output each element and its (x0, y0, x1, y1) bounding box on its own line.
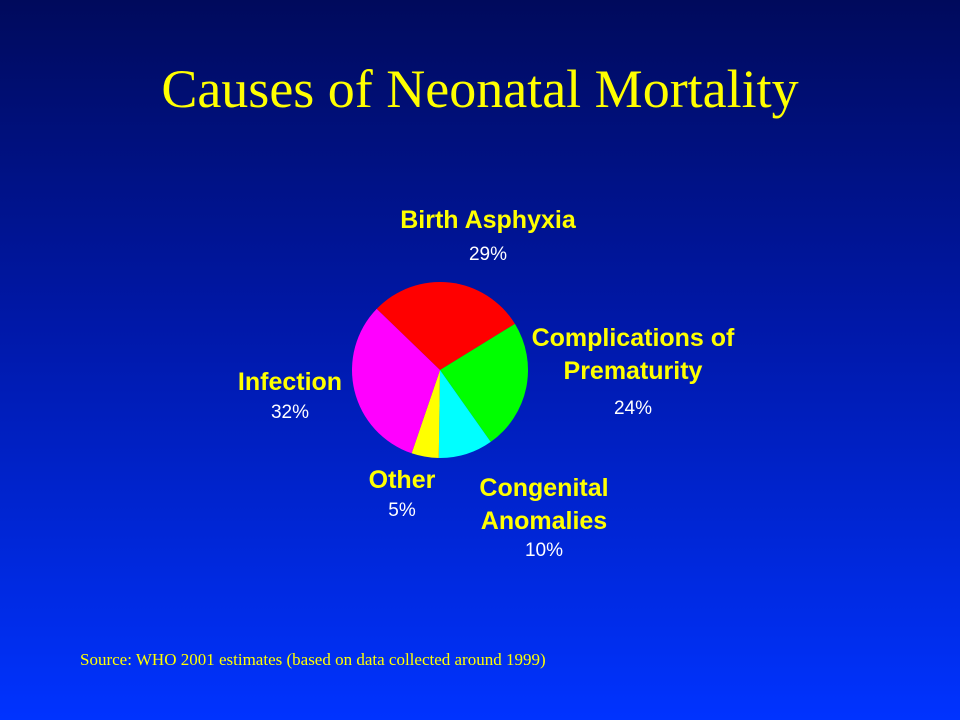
category-label: Infection (237, 368, 343, 396)
category-label: Other (368, 466, 436, 494)
value-label: 10% (524, 540, 564, 561)
pie-slice (376, 282, 515, 370)
value-label: 32% (270, 402, 310, 423)
value-label: 29% (468, 244, 508, 265)
pie-slice (440, 323, 528, 442)
chart-title: Causes of Neonatal Mortality (161, 59, 799, 119)
pie-slice (352, 308, 440, 454)
category-label: Congenital Anomalies (479, 474, 609, 535)
category-label: Complications of Prematurity (531, 324, 735, 385)
value-label: 5% (388, 500, 416, 521)
value-label: 24% (613, 398, 653, 419)
category-label: Birth Asphyxia (400, 206, 576, 234)
pie-slice (438, 370, 491, 459)
source-note: Source: WHO 2001 estimates (based on dat… (80, 650, 546, 669)
pie-slice (411, 370, 440, 458)
